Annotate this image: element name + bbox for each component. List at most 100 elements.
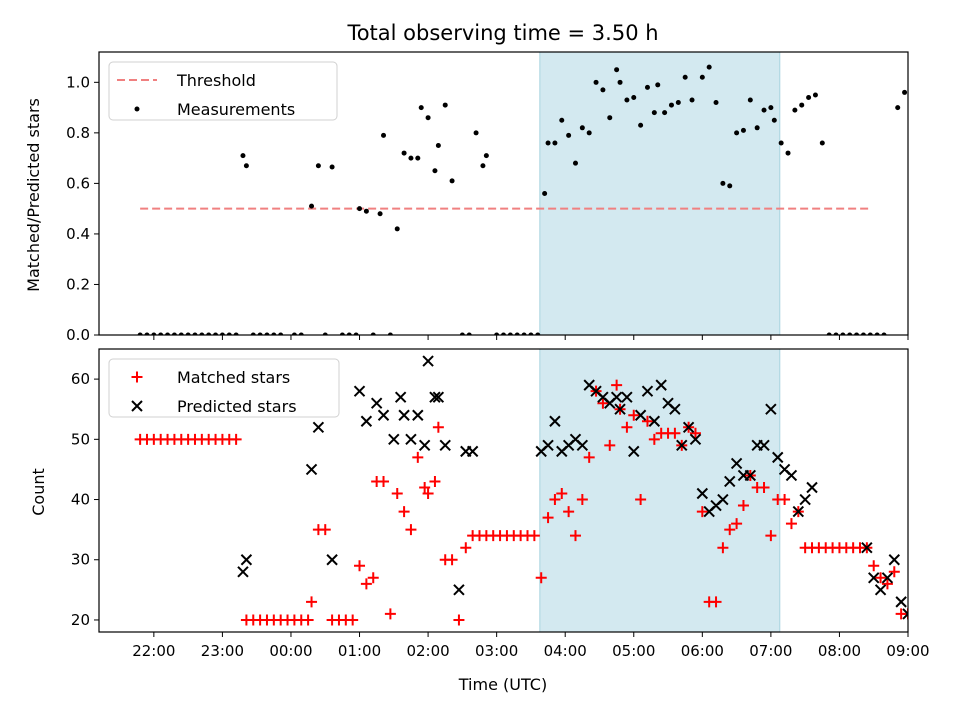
x-tick-label: 07:00 (749, 642, 792, 660)
x-tick-label: 02:00 (406, 642, 449, 660)
x-tick-label: 08:00 (818, 642, 861, 660)
measurement-point (881, 332, 887, 335)
predicted-star-point (429, 391, 441, 403)
predicted-star-point (696, 487, 709, 500)
measurement-point (566, 132, 572, 138)
matched-star-point (446, 554, 458, 566)
matched-star-point (785, 518, 797, 530)
measurement-point (387, 332, 393, 335)
measurement-point (377, 211, 383, 217)
matched-star-point (779, 494, 791, 506)
measurement-point (754, 125, 760, 131)
measurement-point (545, 140, 551, 146)
measurement-point (329, 164, 335, 170)
matched-star-point (696, 506, 708, 518)
predicted-star-point (792, 505, 805, 518)
measurement-point (819, 140, 825, 146)
matched-star-point (378, 475, 390, 487)
matched-star-point (635, 494, 647, 506)
legend-label: Threshold (176, 71, 256, 90)
matched-star-point (556, 488, 568, 500)
matched-star-point (432, 421, 444, 433)
predicted-star-point (717, 493, 729, 506)
measurement-point (381, 132, 387, 138)
chart-title: Total observing time = 3.50 h (346, 21, 658, 45)
measurement-point (909, 70, 914, 75)
predicted-star-point (641, 385, 654, 397)
legend: Matched stars Predicted stars (108, 358, 340, 418)
measurement-point (459, 332, 465, 335)
measurement-point (812, 92, 818, 98)
predicted-star-point (326, 554, 338, 566)
measurement-point (192, 332, 198, 335)
measurement-point (713, 100, 719, 106)
measurement-point (706, 64, 712, 70)
x-axis-label: Time (UTC) (458, 675, 547, 694)
y-tick-label: 60 (71, 370, 90, 388)
measurement-point (219, 332, 225, 335)
measurement-point (833, 332, 839, 335)
matched-star-point (597, 397, 609, 409)
matched-star-point (412, 451, 424, 463)
measurement-point (806, 94, 812, 100)
predicted-star-point (432, 391, 445, 403)
measurement-point (740, 127, 746, 133)
predicted-star-point (634, 409, 647, 421)
matched-star-point (347, 614, 359, 626)
measurement-point (507, 332, 513, 335)
predicted-star-point (312, 421, 325, 433)
measurement-point (144, 332, 150, 335)
predicted-star-point (724, 475, 736, 488)
legend-predicted-swatch (131, 400, 143, 412)
measurement-point (271, 332, 277, 335)
measurement-point (250, 332, 256, 335)
measurement-point (137, 332, 143, 335)
measurement-point (655, 82, 661, 88)
measurement-point (840, 332, 846, 335)
predicted-star-point (628, 445, 640, 458)
y-tick-label: 40 (71, 491, 90, 509)
measurement-point (165, 332, 171, 335)
measurement-point (572, 160, 578, 166)
measurement-point (322, 332, 328, 335)
predicted-star-point (744, 469, 757, 482)
matched-star-point (230, 433, 242, 445)
measurement-point (278, 332, 284, 335)
measurement-point (668, 102, 674, 108)
measurement-point (940, 333, 945, 338)
predicted-star-point (412, 409, 424, 421)
measurement-point (929, 103, 934, 108)
matched-star-point (354, 560, 366, 572)
measurement-point (778, 140, 784, 146)
measurement-point (607, 115, 613, 121)
predicted-star-point (353, 385, 366, 397)
measurement-point (552, 140, 558, 146)
measurement-point (213, 332, 219, 335)
measurement-point (579, 125, 585, 131)
measurement-point (689, 97, 695, 103)
matched-star-point (367, 572, 379, 584)
matched-star-point (429, 475, 441, 487)
predicted-star-point (388, 433, 400, 446)
measurement-point (466, 332, 472, 335)
measurement-point (631, 94, 637, 100)
axes-frame (98, 348, 909, 633)
predicted-star-point (785, 469, 798, 482)
predicted-star-point (758, 439, 770, 452)
predicted-star-point (610, 391, 623, 403)
matched-star-point (902, 608, 908, 620)
predicted-star-point (237, 566, 249, 578)
matched-star-point (737, 500, 749, 512)
measurement-point (199, 332, 205, 335)
measurement-point (874, 332, 880, 335)
measurement-point (501, 332, 506, 335)
measurement-point (559, 117, 565, 123)
legend-label: Matched stars (177, 368, 290, 387)
matched-star-point (604, 439, 616, 451)
matched-star-point (731, 518, 743, 530)
predicted-star-point (799, 493, 811, 506)
matched-star-point (875, 572, 887, 584)
y-tick-label: 0.8 (66, 124, 90, 142)
matched-star-point (391, 488, 403, 500)
measurement-point (480, 163, 486, 169)
